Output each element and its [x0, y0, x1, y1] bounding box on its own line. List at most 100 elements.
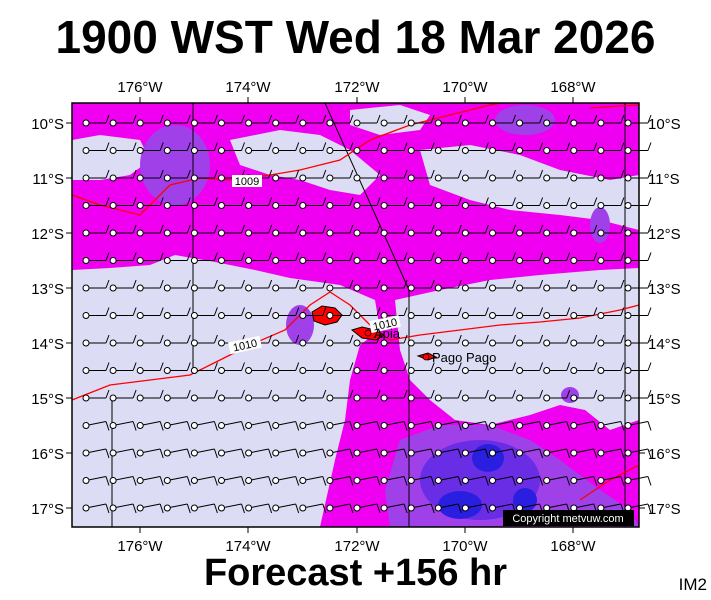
- wind-barb: [434, 224, 462, 237]
- isobar-south: [579, 464, 639, 501]
- wind-barb: [163, 252, 191, 264]
- light-area-small-1: [350, 105, 430, 135]
- wind-barb: [543, 197, 571, 209]
- wind-barb: [597, 197, 625, 209]
- wind-barb: [245, 224, 273, 237]
- wind-barb: [516, 448, 544, 459]
- wind-barb: [163, 476, 191, 486]
- isobar-north-east: [589, 104, 639, 109]
- wind-barb: [218, 448, 245, 459]
- wind-barb: [245, 448, 273, 459]
- wind-barb: [353, 503, 381, 514]
- wind-barb: [461, 334, 489, 347]
- wind-barb: [163, 197, 191, 209]
- wind-barb: [326, 476, 354, 486]
- wind-barb: [272, 197, 300, 209]
- wind-barb: [136, 142, 164, 154]
- wind-barb: [461, 142, 489, 154]
- wind-barb: [136, 197, 164, 209]
- lon-label-top: 168°W: [550, 79, 596, 96]
- wind-barb: [516, 421, 544, 431]
- wind-barb: [543, 334, 571, 347]
- wind-barb: [163, 389, 191, 402]
- wind-barb: [109, 421, 137, 431]
- wind-barb: [109, 476, 137, 486]
- wind-barb: [516, 197, 544, 209]
- svg-text:1009: 1009: [235, 176, 259, 188]
- wind-barb: [272, 389, 300, 402]
- wind-barb: [597, 224, 625, 237]
- wind-barb: [407, 279, 435, 292]
- lon-label-top: 172°W: [334, 79, 380, 96]
- wind-barb: [272, 142, 300, 154]
- wind-barb: [624, 307, 652, 319]
- isobar-label: 1010: [228, 335, 262, 355]
- wind-barb: [380, 279, 408, 292]
- lat-label-right: 14°S: [648, 336, 681, 353]
- wind-barb: [245, 362, 273, 374]
- wind-barb: [326, 169, 354, 182]
- wind-barb: [407, 334, 435, 347]
- wind-barb: [407, 142, 435, 154]
- wind-barb: [597, 252, 625, 264]
- wind-barb: [218, 279, 245, 292]
- wind-barb: [326, 448, 354, 459]
- wind-barb: [461, 114, 489, 127]
- wind-barb: [543, 252, 571, 264]
- wind-barb: [434, 142, 462, 154]
- wind-barb: [624, 448, 652, 459]
- wind-barb: [299, 362, 327, 374]
- wind-barb: [353, 307, 381, 319]
- wind-barb: [380, 421, 408, 431]
- lat-label-right: 11°S: [648, 171, 680, 188]
- wind-barb: [245, 476, 273, 486]
- lat-label-right: 17°S: [648, 501, 681, 518]
- wind-barb: [218, 224, 245, 237]
- wind-barb: [299, 389, 327, 402]
- wind-barb: [163, 503, 191, 514]
- wind-barb: [190, 307, 218, 319]
- wind-barb: [570, 279, 598, 292]
- wind-barb: [570, 114, 598, 127]
- wind-barb: [353, 114, 381, 127]
- wind-barb: [245, 307, 273, 319]
- wind-barb: [461, 389, 489, 402]
- wind-barb: [218, 503, 245, 514]
- wind-barb: [434, 307, 462, 319]
- wind-barb: [245, 389, 273, 402]
- wind-barb: [407, 476, 435, 486]
- wind-barb: [597, 279, 625, 292]
- wind-barb: [136, 252, 164, 264]
- wind-barb: [353, 169, 381, 182]
- apia-marker: [364, 329, 372, 337]
- wind-barb: [489, 142, 516, 154]
- wind-barb: [272, 448, 300, 459]
- wind-barb: [272, 362, 300, 374]
- wind-barb: [380, 389, 408, 402]
- lat-label-left: 16°S: [31, 446, 64, 463]
- wind-barb: [109, 279, 137, 292]
- wind-barb: [570, 334, 598, 347]
- wind-barb: [299, 448, 327, 459]
- wind-barb: [353, 476, 381, 486]
- wind-barb: [543, 362, 571, 374]
- wind-barb: [597, 169, 625, 182]
- wind-barb: [163, 224, 191, 237]
- wind-barb: [109, 114, 137, 127]
- wind-barb: [380, 307, 408, 319]
- svg-text:1010: 1010: [232, 338, 258, 355]
- wind-barb: [380, 142, 408, 154]
- wind-barb: [109, 448, 137, 459]
- wind-barb: [245, 142, 273, 154]
- wind-barb: [516, 362, 544, 374]
- wind-barb: [461, 307, 489, 319]
- wind-barb: [82, 279, 110, 292]
- wind-barb: [461, 279, 489, 292]
- wind-barbs: [82, 114, 652, 514]
- wind-barb: [136, 421, 164, 431]
- wind-barb: [82, 448, 110, 459]
- wind-barb: [516, 142, 544, 154]
- wind-barb: [326, 389, 354, 402]
- wind-barb: [570, 142, 598, 154]
